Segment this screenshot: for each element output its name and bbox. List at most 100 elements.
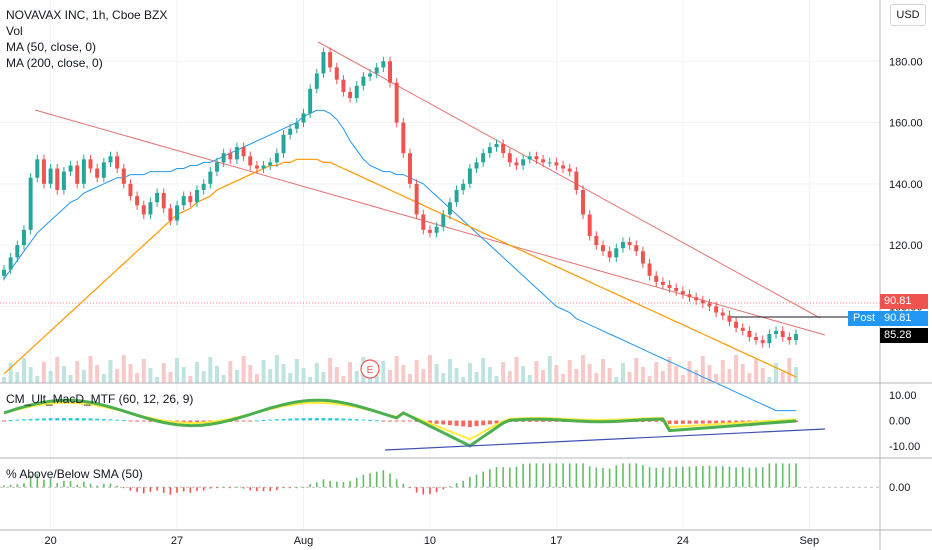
sma-pct-bar xyxy=(309,483,311,488)
time-tick-label: Sep xyxy=(800,535,820,547)
candle-body xyxy=(195,189,199,203)
currency-button[interactable]: USD xyxy=(890,4,926,26)
candle-body xyxy=(48,168,53,184)
macd-title[interactable]: CM_Ult_MacD_MTF (60, 12, 26, 9) xyxy=(6,392,194,406)
sma-pct-bar xyxy=(449,486,451,488)
candle-body xyxy=(361,76,366,86)
sma-pct-bar xyxy=(542,463,544,488)
candle-body xyxy=(388,61,392,83)
sma-pct-bar xyxy=(149,487,152,492)
sma-pct-panel xyxy=(0,463,880,495)
volume-bar xyxy=(341,376,346,383)
candle-body xyxy=(55,168,60,190)
sma-pct-bar xyxy=(9,484,12,488)
sma-pct-bar xyxy=(415,487,418,493)
candle-body xyxy=(254,165,259,169)
volume-bar xyxy=(201,371,206,383)
volume-bar xyxy=(447,359,452,383)
macd-histogram-bar xyxy=(195,420,199,424)
volume-bar xyxy=(787,358,792,383)
candle-body xyxy=(434,226,439,233)
volume-bar xyxy=(561,374,566,383)
candle-body xyxy=(441,214,446,227)
trendline-upper xyxy=(317,41,821,319)
macd-histogram-bar xyxy=(714,420,719,424)
macd-histogram-bar xyxy=(667,420,672,425)
volume-bar xyxy=(687,361,692,383)
macd-histogram-bar xyxy=(121,420,126,422)
sma-pct-bar xyxy=(502,467,504,488)
macd-histogram-bar xyxy=(674,420,679,424)
macd-histogram-bar xyxy=(734,420,739,424)
volume-bar xyxy=(594,373,599,383)
sma-pct-bar xyxy=(409,487,411,489)
sma-title[interactable]: % Above/Below SMA (50) xyxy=(6,467,143,481)
sma-pct-bar xyxy=(129,487,132,491)
macd-histogram-bar xyxy=(75,418,80,421)
sma-pct-bar xyxy=(142,487,145,494)
legend-vol[interactable]: Vol xyxy=(6,24,23,38)
sma-pct-bar xyxy=(682,466,684,488)
time-tick-label: 20 xyxy=(44,535,56,547)
macd-histogram-bar xyxy=(101,418,106,421)
sma-pct-bar xyxy=(3,485,5,488)
candle-body xyxy=(41,159,46,184)
volume-bar xyxy=(647,376,652,383)
candle-body xyxy=(248,156,253,166)
low-price-tag: 85.28 xyxy=(880,328,928,343)
candle-body xyxy=(341,79,346,92)
volume-bar xyxy=(481,358,486,383)
volume-bar xyxy=(374,375,379,383)
sma-pct-bar xyxy=(469,476,471,488)
volume-bar xyxy=(660,371,665,383)
volume-bar xyxy=(188,376,193,383)
volume-bar xyxy=(427,355,432,383)
macd-histogram-bar xyxy=(35,418,40,421)
sma-pct-bar xyxy=(755,467,757,488)
volume-bar xyxy=(441,373,446,383)
candle-body xyxy=(161,193,166,209)
candle-body xyxy=(328,52,333,68)
candle-body xyxy=(208,171,213,184)
sma-pct-bar xyxy=(342,482,345,488)
volume-bar xyxy=(467,363,472,383)
volume-bar xyxy=(547,356,552,383)
sma-pct-bar xyxy=(422,487,425,495)
time-tick-label: 10 xyxy=(424,535,436,547)
sma-pct-bar xyxy=(608,468,611,488)
candle-body xyxy=(747,330,752,338)
legend-ma50[interactable]: MA (50, close, 0) xyxy=(6,40,97,54)
sma-pct-bar xyxy=(196,487,198,491)
candle-body xyxy=(767,333,772,344)
legend-ma200[interactable]: MA (200, close, 0) xyxy=(6,56,103,70)
macd-histogram-bar xyxy=(461,420,466,427)
candle-body xyxy=(95,168,100,178)
volume-bar xyxy=(81,370,86,383)
volume-bar xyxy=(388,370,392,383)
sma-pct-bar xyxy=(555,463,558,488)
candle-body xyxy=(561,165,566,169)
sma-pct-bar xyxy=(83,481,85,488)
macd-histogram-bar xyxy=(427,420,432,424)
sma-pct-bar xyxy=(728,466,731,488)
volume-bar xyxy=(734,355,739,383)
macd-histogram-bar xyxy=(274,419,279,421)
volume-bar xyxy=(601,359,605,383)
volume-bar xyxy=(514,357,519,383)
sma-pct-bar xyxy=(761,467,764,488)
volume-bar xyxy=(141,359,146,383)
sma-pct-bar xyxy=(721,466,724,488)
volume-bar xyxy=(421,369,426,383)
symbol-title[interactable]: NOVAVAX INC, 1h, Cboe BZX xyxy=(6,8,168,22)
candle-body xyxy=(128,183,133,197)
post-label: Post xyxy=(848,311,880,326)
candle-body xyxy=(35,159,40,178)
sma-pct-bar xyxy=(169,487,172,495)
post-price-tag: 90.81 xyxy=(880,311,928,326)
macd-histogram-bar xyxy=(95,418,100,421)
candle-body xyxy=(268,162,273,166)
sma-pct-bar xyxy=(229,487,232,489)
earnings-event-marker[interactable] xyxy=(360,359,380,379)
macd-histogram-bar xyxy=(487,420,492,425)
